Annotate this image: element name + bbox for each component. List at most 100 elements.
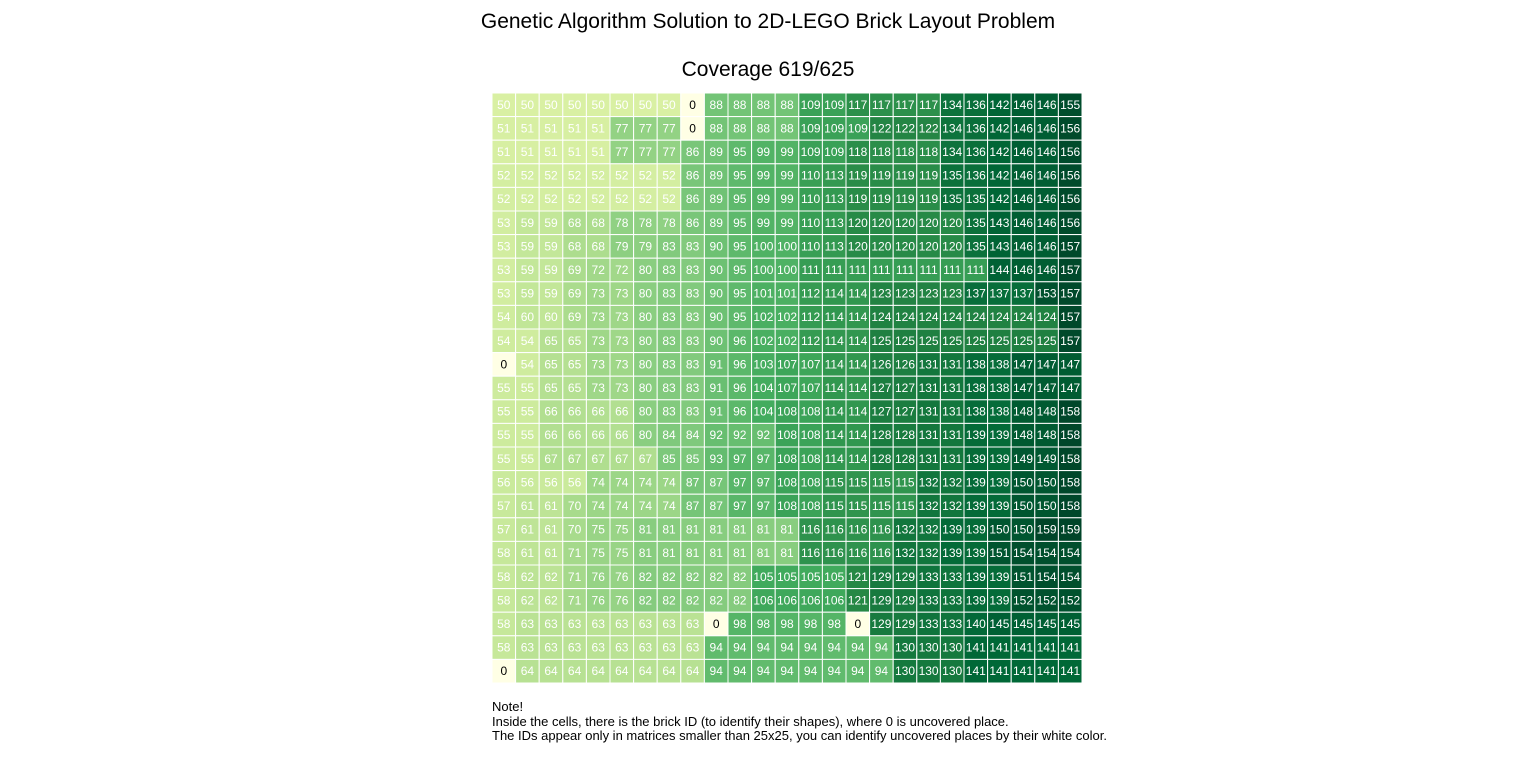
- heatmap-cell-label: 141: [966, 641, 986, 655]
- heatmap-cell-label: 52: [568, 169, 582, 183]
- heatmap-cell-label: 115: [872, 475, 891, 489]
- heatmap-cell-label: 130: [942, 664, 962, 678]
- heatmap-cell-label: 56: [497, 475, 511, 489]
- heatmap-cell-label: 81: [710, 523, 724, 537]
- heatmap-cell-label: 131: [919, 452, 939, 466]
- heatmap-cell-label: 141: [966, 664, 986, 678]
- heatmap-cell-label: 146: [1013, 216, 1033, 230]
- heatmap-cell-label: 73: [592, 381, 606, 395]
- heatmap-cell-label: 66: [568, 428, 582, 442]
- heatmap-cell-label: 75: [615, 546, 629, 560]
- heatmap-cell-label: 105: [801, 570, 821, 584]
- heatmap-cell-label: 87: [686, 499, 700, 513]
- heatmap-cell-label: 116: [825, 546, 844, 560]
- heatmap-cell-label: 86: [686, 192, 700, 206]
- heatmap-cell-label: 128: [895, 452, 915, 466]
- heatmap-cell-label: 120: [895, 239, 915, 253]
- heatmap-cell-label: 110: [801, 192, 820, 206]
- heatmap-cell-label: 116: [801, 546, 820, 560]
- heatmap-cell-label: 73: [592, 310, 606, 324]
- heatmap-cell-label: 60: [544, 310, 558, 324]
- heatmap-cell-label: 80: [639, 405, 653, 419]
- heatmap-cell-label: 84: [686, 428, 700, 442]
- heatmap-cell-label: 142: [989, 169, 1009, 183]
- heatmap-cell-label: 99: [757, 169, 771, 183]
- note-line-white: The IDs appear only in matrices smaller …: [492, 728, 1107, 743]
- heatmap-cell-label: 88: [710, 98, 724, 112]
- heatmap-cell-label: 88: [733, 98, 747, 112]
- heatmap-cell-label: 133: [919, 593, 939, 607]
- heatmap-cell-label: 83: [662, 334, 676, 348]
- heatmap-cell-label: 105: [753, 570, 773, 584]
- heatmap-cell-label: 55: [497, 381, 511, 395]
- heatmap-cell-label: 117: [895, 98, 914, 112]
- heatmap-cell-label: 65: [544, 381, 558, 395]
- heatmap-cell-label: 98: [733, 617, 747, 631]
- heatmap-cell-label: 146: [1037, 192, 1057, 206]
- heatmap-cell-label: 116: [801, 523, 820, 537]
- heatmap-cell-label: 77: [662, 145, 676, 159]
- heatmap-cell-label: 94: [757, 664, 771, 678]
- heatmap-cell-label: 64: [686, 664, 700, 678]
- heatmap-cell-label: 115: [895, 499, 914, 513]
- heatmap-cell-label: 135: [942, 192, 962, 206]
- heatmap-cell-label: 60: [521, 310, 535, 324]
- heatmap-cell-label: 106: [753, 593, 773, 607]
- heatmap-cell-label: 72: [592, 263, 606, 277]
- heatmap-cell-label: 94: [875, 664, 889, 678]
- heatmap-cell-label: 134: [942, 98, 962, 112]
- heatmap-cell-label: 141: [1060, 641, 1080, 655]
- heatmap-cell-label: 59: [544, 239, 558, 253]
- heatmap-cell-label: 55: [497, 428, 511, 442]
- heatmap-cell-label: 89: [710, 145, 724, 159]
- heatmap-cell-label: 132: [919, 499, 939, 513]
- heatmap-cell-label: 95: [733, 169, 747, 183]
- heatmap-cell-label: 97: [733, 452, 747, 466]
- heatmap-cell-label: 71: [568, 546, 582, 560]
- heatmap-cell-label: 63: [544, 641, 558, 655]
- heatmap-cell-label: 113: [825, 169, 844, 183]
- heatmap-cell-label: 136: [966, 121, 986, 135]
- heatmap-cell-label: 130: [942, 641, 962, 655]
- heatmap-cell-label: 62: [521, 570, 535, 584]
- heatmap-cell-label: 127: [871, 381, 891, 395]
- heatmap-cell-label: 58: [497, 570, 511, 584]
- heatmap-cell-label: 100: [753, 239, 773, 253]
- heatmap-cell-label: 120: [871, 216, 891, 230]
- heatmap-cell-label: 63: [521, 641, 535, 655]
- heatmap-cell-label: 130: [895, 641, 915, 655]
- heatmap-cell-label: 115: [825, 499, 844, 513]
- heatmap-cell-label: 50: [662, 98, 676, 112]
- heatmap-cell-label: 122: [919, 121, 939, 135]
- heatmap-cell-label: 111: [919, 263, 938, 277]
- heatmap-cell-label: 154: [1037, 570, 1057, 584]
- heatmap-cell-label: 146: [1037, 169, 1057, 183]
- heatmap-cell-label: 104: [753, 405, 773, 419]
- heatmap-cell-label: 85: [662, 452, 676, 466]
- heatmap-cell-label: 128: [895, 428, 915, 442]
- heatmap-cell-label: 139: [989, 428, 1009, 442]
- heatmap-cell-label: 82: [686, 570, 700, 584]
- heatmap-cell-label: 152: [1060, 593, 1080, 607]
- heatmap-cell-label: 127: [871, 405, 891, 419]
- heatmap-cell-label: 133: [919, 570, 939, 584]
- heatmap-cell-label: 61: [521, 499, 535, 513]
- heatmap-cell-label: 55: [521, 452, 535, 466]
- heatmap-cell-label: 132: [895, 523, 915, 537]
- heatmap-cell-label: 142: [989, 121, 1009, 135]
- heatmap-cell-label: 56: [544, 475, 558, 489]
- heatmap-cell-label: 53: [497, 287, 511, 301]
- heatmap-cell-label: 90: [710, 310, 724, 324]
- heatmap-cell-label: 143: [989, 216, 1009, 230]
- heatmap-cell-label: 77: [639, 121, 653, 135]
- heatmap-cell-label: 50: [521, 98, 535, 112]
- heatmap-cell-label: 112: [801, 310, 820, 324]
- heatmap-cell-label: 76: [592, 570, 606, 584]
- heatmap-cell-label: 111: [825, 263, 844, 277]
- heatmap-cell-label: 65: [568, 381, 582, 395]
- heatmap-cell-label: 57: [497, 499, 511, 513]
- heatmap-cell-label: 65: [544, 357, 558, 371]
- heatmap-cell-label: 95: [733, 216, 747, 230]
- heatmap-cell-label: 114: [825, 381, 844, 395]
- heatmap-cell-label: 80: [639, 287, 653, 301]
